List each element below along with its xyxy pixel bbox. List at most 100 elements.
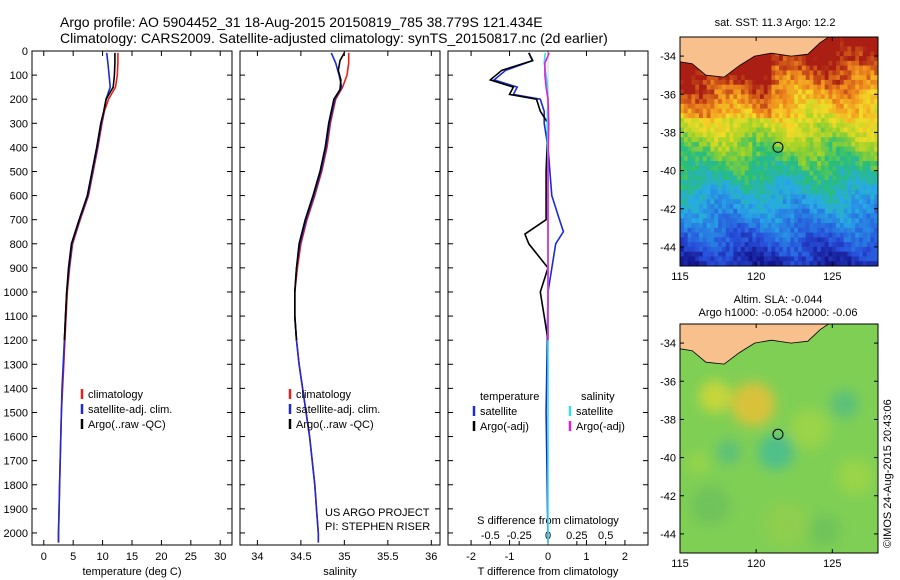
sst-cell [691,232,696,238]
sst-cell [752,56,757,62]
sst-cell [714,75,719,81]
sst-cell [820,118,826,124]
sst-cell [843,84,849,91]
sst-cell [691,242,696,248]
sst-cell [851,204,856,210]
sst-cell [733,184,738,191]
sst-cell [691,127,696,133]
sst-cell [828,122,833,129]
sst-cell [706,256,712,262]
sst-cell [721,170,727,176]
sst-cell [801,137,807,143]
sst-cell [740,156,746,162]
sst-cell [695,122,700,129]
sst-cell [832,65,837,71]
sst-cell [866,208,871,215]
sst-cell [760,256,765,262]
sst-cell [725,151,731,157]
sst-cell [756,156,761,162]
sst-cell [748,99,753,105]
sst-cell [782,151,788,157]
sst-cell [859,75,864,81]
sst-cell [847,256,852,262]
sst-cell [756,223,761,229]
sst-cell [832,232,837,238]
sst-cell [756,261,761,266]
sst-cell [832,223,837,229]
sst-cell [737,118,742,124]
sst-cell [687,146,692,153]
sst-cell [839,84,845,91]
sst-cell [771,184,776,191]
sst-cell [820,79,826,86]
sst-cell [729,118,734,124]
sst-cell [805,113,811,119]
sst-cell [767,251,772,258]
sst-cell [866,156,871,162]
sst-cell [798,60,803,67]
sst-cell [691,84,696,91]
sst-cell [805,256,811,262]
sst-cell [874,242,878,248]
sst-cell [820,94,826,100]
sst-cell [756,122,761,129]
sst-cell [752,246,757,253]
sst-cell [718,94,723,100]
sst-cell [733,151,738,157]
sst-cell [687,99,692,105]
sst-cell [866,151,871,157]
sst-cell [740,161,746,167]
sst-cell [786,223,791,229]
sst-cell [790,256,795,262]
sst-cell [824,137,830,143]
sst-cell [718,204,723,210]
sst-cell [695,232,700,238]
sst-heatmap [680,37,878,266]
sst-cell [714,184,719,191]
sst-cell [680,165,685,172]
sst-cell [851,256,856,262]
sst-cell [683,75,689,81]
sst-cell [695,184,700,191]
sst-cell [866,37,871,43]
sst-cell [763,218,769,224]
sst-cell [824,132,830,138]
sst-cell [702,246,708,253]
sst-cell [714,89,719,95]
sst-cell [817,194,822,200]
sst-cell [801,218,807,224]
sst-cell [790,237,795,243]
sst-cell [843,194,849,200]
sst-cell [702,199,708,205]
sst-cell [855,132,860,138]
sst-cell [870,223,875,229]
sst-cell [771,161,776,167]
sst-cell [760,60,765,67]
sst-cell [801,94,807,100]
sst-cell [805,208,811,215]
sst-map-title: sat. SST: 11.3 Argo: 12.2 [715,17,836,29]
sst-cell [740,208,746,215]
sst-cell [695,89,700,95]
sst-cell [813,189,818,196]
sst-cell [706,227,712,234]
sst-cell [801,118,807,124]
sst-cell [843,65,849,71]
sst-cell [801,170,807,176]
sst-cell [839,103,845,110]
sst-cell [752,84,757,91]
sst-cell [839,170,845,176]
sst-cell [866,75,871,81]
sst-cell [847,46,852,52]
sst-cell [752,199,757,205]
sst-cell [866,194,871,200]
sst-cell [870,146,875,153]
sst-cell [721,199,727,205]
sst-cell [744,232,750,238]
sst-cell [805,99,811,105]
depth-tick-label: 400 [10,142,28,154]
sst-cell [763,180,769,186]
sst-cell [794,237,799,243]
sst-cell [801,242,807,248]
sst-cell [748,180,753,186]
